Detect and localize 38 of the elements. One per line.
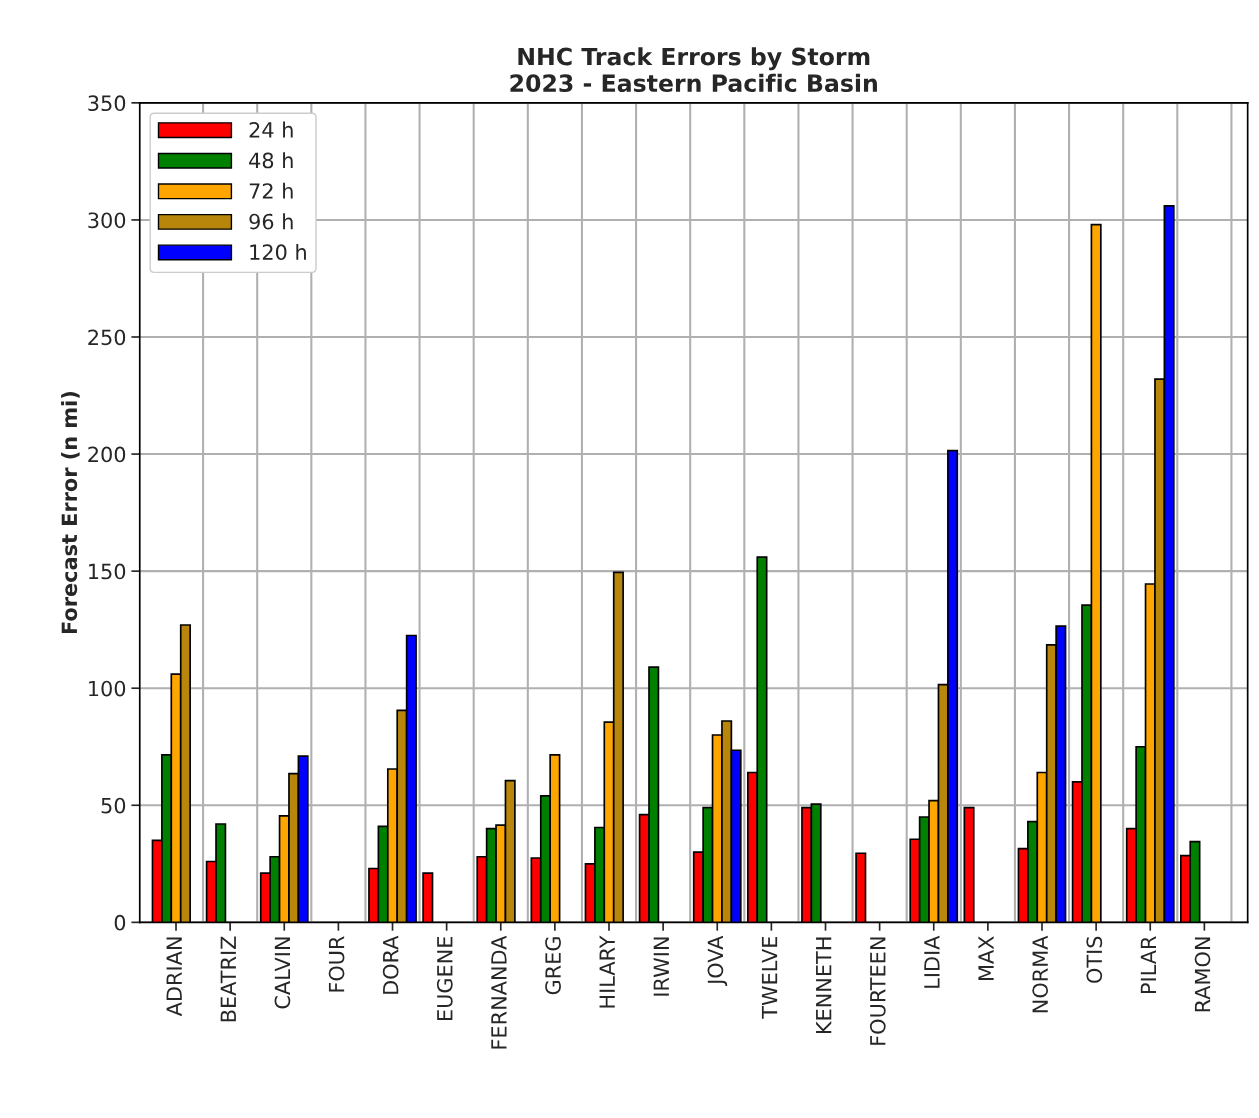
x-tick-label: MAX xyxy=(978,936,994,980)
y-tick-label: 300 xyxy=(88,212,126,229)
legend-label: 96 h xyxy=(249,213,293,230)
x-tick-label: FOURTEEN xyxy=(869,937,886,1045)
y-tick-label: 250 xyxy=(88,329,126,346)
bar xyxy=(855,852,867,923)
bar xyxy=(963,806,975,923)
x-tick-label: NORMA xyxy=(1032,935,1049,1013)
x-tick-label: DORA xyxy=(382,935,399,994)
x-tick-label: ADRIAN xyxy=(166,937,182,1017)
legend-label: 48 h xyxy=(249,152,293,169)
y-axis-title: Forecast Error (n mi) xyxy=(61,392,80,634)
y-tick-label: 200 xyxy=(88,446,126,463)
x-tick-label: FOUR xyxy=(328,936,345,992)
y-tick-label: 50 xyxy=(101,797,126,814)
x-tick-label: JOVA xyxy=(707,935,728,986)
y-tick-label: 350 xyxy=(88,95,126,112)
y-tick-label: 100 xyxy=(89,680,126,697)
x-tick-label: IRWIN xyxy=(653,937,669,996)
x-tick-label: OTIS xyxy=(1086,936,1103,983)
x-tick-label: EUGENE xyxy=(436,936,453,1020)
bar xyxy=(422,872,434,923)
x-tick-label: KENNETH xyxy=(816,937,832,1034)
legend-label: 120 h xyxy=(250,243,306,261)
x-tick-label: TWELVE xyxy=(761,936,778,1019)
x-tick-label: GREG xyxy=(545,937,561,995)
x-tick-label: RAMON xyxy=(1194,937,1211,1012)
y-tick-label: 150 xyxy=(89,563,126,580)
x-tick-label: PILAR xyxy=(1140,936,1156,994)
x-tick-label: FERNANDA xyxy=(491,935,507,1049)
x-tick-label: CALVIN xyxy=(274,937,291,1009)
legend-label: 72 h xyxy=(249,182,293,199)
legend-label: 24 h xyxy=(249,121,293,138)
x-tick-label: HILARY xyxy=(599,935,615,1008)
x-tick-label: BEATRIZ xyxy=(220,936,236,1022)
y-tick-label: 0 xyxy=(114,914,126,931)
x-tick-label: LIDIA xyxy=(924,935,940,988)
chart-title: NHC Track Errors by Storm 2023 - Eastern Pacific Basin xyxy=(510,47,877,93)
